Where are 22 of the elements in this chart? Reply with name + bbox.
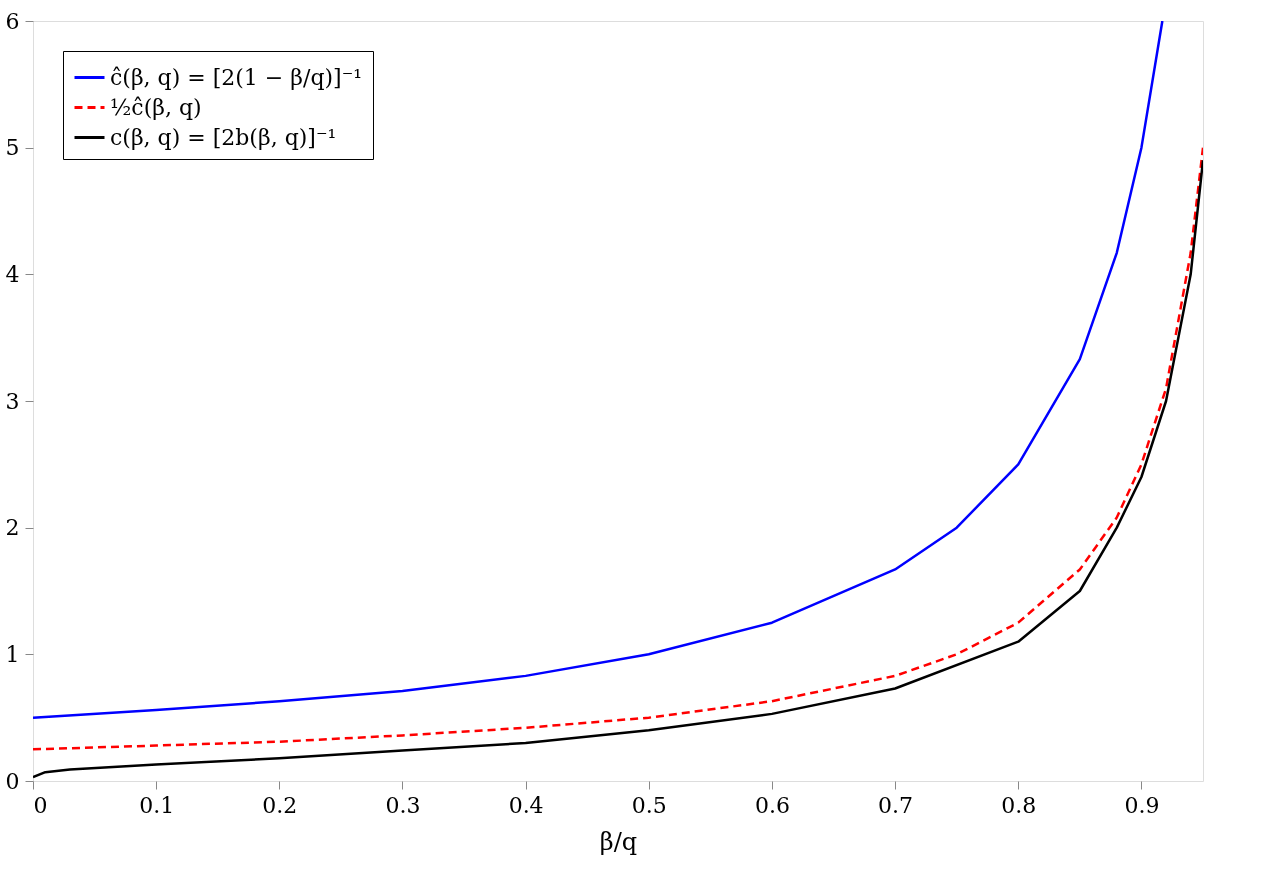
- x-tick-label: 0.9: [1124, 792, 1160, 818]
- y-tick-label: 3: [5, 388, 20, 414]
- x-tick-label: 0.5: [631, 792, 667, 818]
- x-tick-label: 0.2: [262, 792, 298, 818]
- legend-label: c(β, q) = [2b(β, q)]⁻¹: [110, 124, 337, 150]
- legend-label: ĉ(β, q) = [2(1 − β/q)]⁻¹: [110, 64, 363, 90]
- x-tick-label: 0: [33, 792, 48, 818]
- x-tick-label: 0.8: [1001, 792, 1037, 818]
- x-axis-title: β/q: [599, 827, 638, 856]
- x-tick-label: 0.1: [139, 792, 175, 818]
- y-tick-label: 2: [5, 515, 20, 541]
- line-series: [33, 21, 1164, 719]
- y-tick-label: 6: [5, 8, 20, 34]
- x-tick-label: 0.7: [878, 792, 914, 818]
- x-tick-label: 0.4: [508, 792, 544, 818]
- x-tick-label: 0.6: [754, 792, 790, 818]
- x-tick-label: 0.3: [385, 792, 421, 818]
- y-tick-label: 0: [5, 768, 20, 794]
- legend-label: ½ĉ(β, q): [110, 94, 202, 120]
- y-tick-label: 1: [5, 641, 20, 667]
- y-tick-label: 5: [5, 135, 20, 161]
- y-tick-label: 4: [5, 261, 20, 287]
